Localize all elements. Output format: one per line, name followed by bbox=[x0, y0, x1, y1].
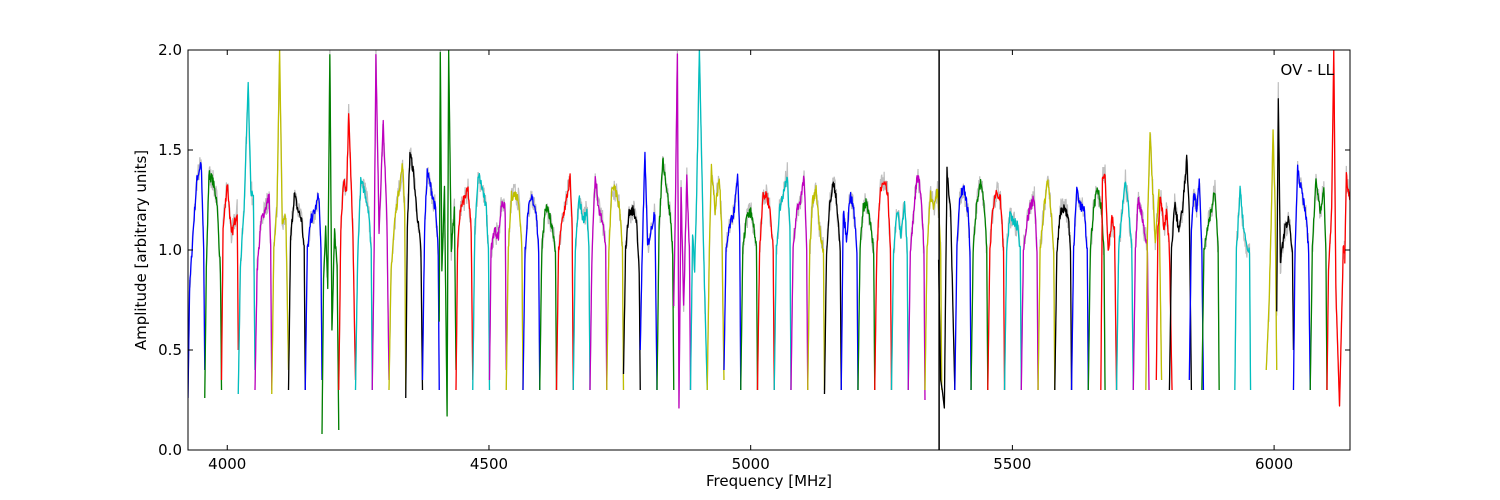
series-line-ch20 bbox=[522, 194, 541, 391]
x-axis-ticks: 4000 4500 5000 5500 6000 bbox=[208, 50, 1293, 473]
series-line-ch52 bbox=[1054, 204, 1073, 391]
series-line-ch25 bbox=[606, 184, 625, 391]
series-line-ch27 bbox=[639, 151, 658, 391]
series-line-ch51 bbox=[1037, 179, 1056, 391]
series-line-ch11 bbox=[371, 54, 390, 391]
series-line-ch37 bbox=[807, 184, 826, 391]
series-line-ch53 bbox=[1070, 186, 1089, 391]
series-line-ch36 bbox=[790, 175, 809, 391]
series-line-ch41 bbox=[874, 181, 893, 391]
series-line-ch58 bbox=[1145, 131, 1163, 391]
series-line-ch10 bbox=[354, 176, 373, 391]
series-line-ch50 bbox=[1020, 195, 1039, 391]
series-line-ch34 bbox=[756, 191, 775, 391]
y-axis-ticks: 0.0 0.5 1.0 1.5 2.0 bbox=[158, 41, 1350, 459]
raw-trace-ch16 bbox=[455, 178, 474, 391]
series-line-ch13 bbox=[405, 151, 424, 399]
series-line-ch69 bbox=[1344, 171, 1350, 264]
series-line-ch65 bbox=[1276, 98, 1295, 351]
series-line-ch47 bbox=[970, 178, 989, 391]
series-line-ch14 bbox=[421, 168, 440, 391]
series-line-ch42 bbox=[890, 200, 909, 391]
series-line-ch66 bbox=[1292, 164, 1311, 391]
x-tick-label: 4500 bbox=[470, 455, 508, 473]
series-line-ch49 bbox=[1003, 211, 1022, 391]
x-tick-label: 5500 bbox=[993, 455, 1031, 473]
series-line-ch23 bbox=[572, 195, 591, 391]
series-line-ch21 bbox=[539, 204, 558, 391]
x-axis-label: Frequency [MHz] bbox=[706, 472, 832, 490]
series-line-ch32 bbox=[723, 173, 742, 391]
series-line-ch2 bbox=[220, 184, 239, 381]
series-line-ch0 bbox=[188, 162, 206, 399]
series-line-ch16 bbox=[455, 186, 474, 391]
series-line-ch5 bbox=[271, 50, 290, 395]
series-line-ch67 bbox=[1309, 178, 1328, 391]
series-line-ch43 bbox=[907, 174, 926, 401]
series-line-ch38 bbox=[823, 181, 842, 395]
series-line-ch9 bbox=[338, 113, 357, 391]
series-line-ch64 bbox=[1265, 129, 1278, 371]
series-line-ch57 bbox=[1132, 196, 1150, 391]
series-line-ch59 bbox=[1155, 196, 1173, 391]
series-line-ch46 bbox=[954, 185, 972, 391]
y-tick-label: 1.5 bbox=[158, 141, 182, 159]
series-annotation: OV - LL bbox=[1281, 61, 1335, 79]
series-line-ch8 bbox=[321, 54, 340, 435]
series-line-ch3 bbox=[237, 81, 256, 395]
series-line-ch33 bbox=[740, 207, 759, 391]
series-line-ch30 bbox=[689, 50, 708, 391]
series-line-ch24 bbox=[589, 176, 608, 391]
series-line-ch22 bbox=[555, 173, 574, 391]
series-line-ch4 bbox=[254, 193, 273, 391]
series-line-ch6 bbox=[287, 192, 306, 391]
series-line-ch19 bbox=[505, 190, 524, 391]
series-line-ch62 bbox=[1201, 192, 1220, 391]
series-line-ch60 bbox=[1168, 154, 1193, 391]
x-tick-label: 5000 bbox=[732, 455, 770, 473]
series-line-ch35 bbox=[773, 176, 792, 391]
series-line-ch26 bbox=[622, 205, 641, 391]
series-line-ch28 bbox=[656, 157, 675, 391]
x-tick-label: 4000 bbox=[208, 455, 246, 473]
series-line-ch17 bbox=[472, 172, 491, 391]
series-line-ch48 bbox=[987, 189, 1006, 391]
series-line-ch56 bbox=[1115, 181, 1134, 391]
series-line-ch15 bbox=[438, 50, 457, 417]
series-line-ch55 bbox=[1100, 173, 1118, 391]
series-layer bbox=[188, 50, 1350, 435]
series-line-ch40 bbox=[857, 198, 876, 391]
series-line-ch61 bbox=[1188, 178, 1205, 391]
y-tick-label: 2.0 bbox=[158, 41, 182, 59]
y-axis-label: Amplitude [arbitrary units] bbox=[132, 150, 150, 350]
series-line-ch18 bbox=[488, 200, 507, 381]
y-tick-label: 0.0 bbox=[158, 441, 182, 459]
series-line-ch68 bbox=[1326, 50, 1346, 407]
series-line-ch63 bbox=[1234, 185, 1252, 391]
series-line-ch1 bbox=[204, 170, 223, 399]
y-tick-label: 0.5 bbox=[158, 341, 182, 359]
series-line-ch31 bbox=[706, 163, 725, 391]
x-tick-label: 6000 bbox=[1255, 455, 1293, 473]
y-tick-label: 1.0 bbox=[158, 241, 182, 259]
series-line-ch12 bbox=[388, 163, 407, 391]
series-line-ch7 bbox=[304, 192, 323, 391]
series-line-ch45 bbox=[937, 166, 956, 409]
series-line-ch29 bbox=[673, 53, 692, 409]
series-line-ch39 bbox=[840, 192, 859, 391]
